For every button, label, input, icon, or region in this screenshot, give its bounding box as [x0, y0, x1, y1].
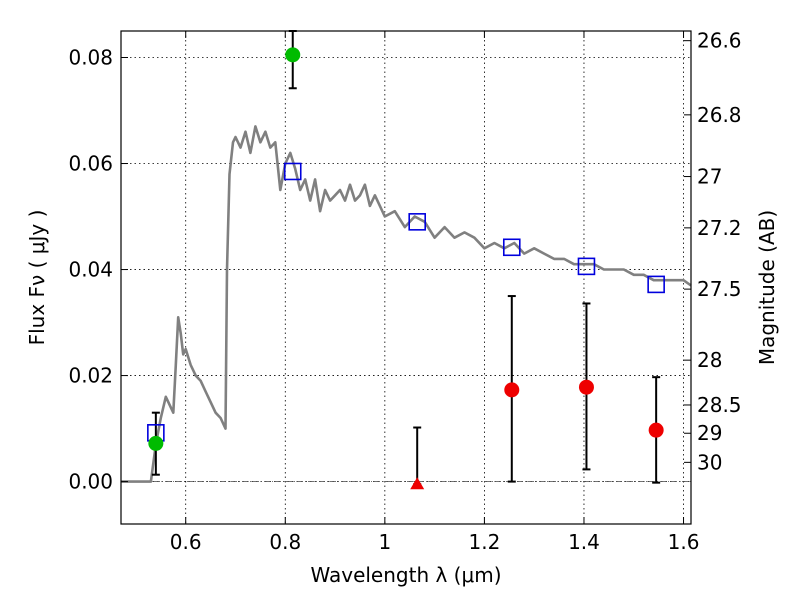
x-tick-label: 1.6: [668, 530, 700, 554]
mag-tick-label: 27: [697, 165, 722, 189]
observed-flux-point: [285, 47, 301, 63]
mag-tick-label: 28: [697, 348, 722, 372]
ticks: 0.6 0.8 1 1.2 1.4 1.6 0.00 0.02 0.04 0.06 0.08 26.6…: [68, 29, 741, 554]
mag-tick-label: 27.2: [697, 216, 742, 240]
mag-tick-label: 28.5: [697, 393, 742, 417]
y-tick-label: 0.00: [68, 470, 113, 494]
plot-frame: [120, 30, 692, 525]
y-axis-label: Flux Fν ( μJy ): [25, 210, 49, 346]
y-tick-label: 0.06: [68, 152, 113, 176]
mag-tick-label: 27.5: [697, 277, 742, 301]
mag-tick-label: 26.6: [697, 29, 742, 53]
x-tick-label: 0.8: [269, 530, 301, 554]
y-tick-label: 0.08: [68, 46, 113, 70]
grid: [121, 31, 691, 524]
y-tick-label: 0.04: [68, 258, 113, 282]
model-spectrum-line: [121, 125, 692, 483]
x-axis-label: Wavelength λ (μm): [310, 563, 501, 587]
upper-limit-triangle: [410, 477, 425, 490]
observed-flux-point: [504, 382, 520, 398]
observed-flux-point: [578, 379, 594, 395]
mag-tick-label: 29: [697, 421, 722, 445]
observed-flux-point: [648, 422, 664, 438]
mag-tick-label: 26.8: [697, 103, 742, 127]
x-tick-label: 1.2: [468, 530, 500, 554]
model-photometry-square: [408, 213, 427, 231]
x-tick-label: 1.4: [568, 530, 600, 554]
data-points: [147, 47, 665, 490]
model-photometry-square: [577, 257, 596, 276]
y-tick-label: 0.02: [68, 364, 113, 388]
y2-axis-label: Magnitude (AB): [755, 210, 779, 365]
model-spectrum: [121, 125, 692, 483]
model-photometry-square: [502, 238, 521, 257]
mag-tick-label: 30: [697, 450, 722, 474]
x-tick-label: 1: [378, 530, 391, 554]
x-tick-label: 0.6: [170, 530, 202, 554]
model-photometry-square: [647, 275, 665, 294]
observed-flux-point: [148, 435, 164, 451]
model-photometry-square: [283, 162, 302, 181]
